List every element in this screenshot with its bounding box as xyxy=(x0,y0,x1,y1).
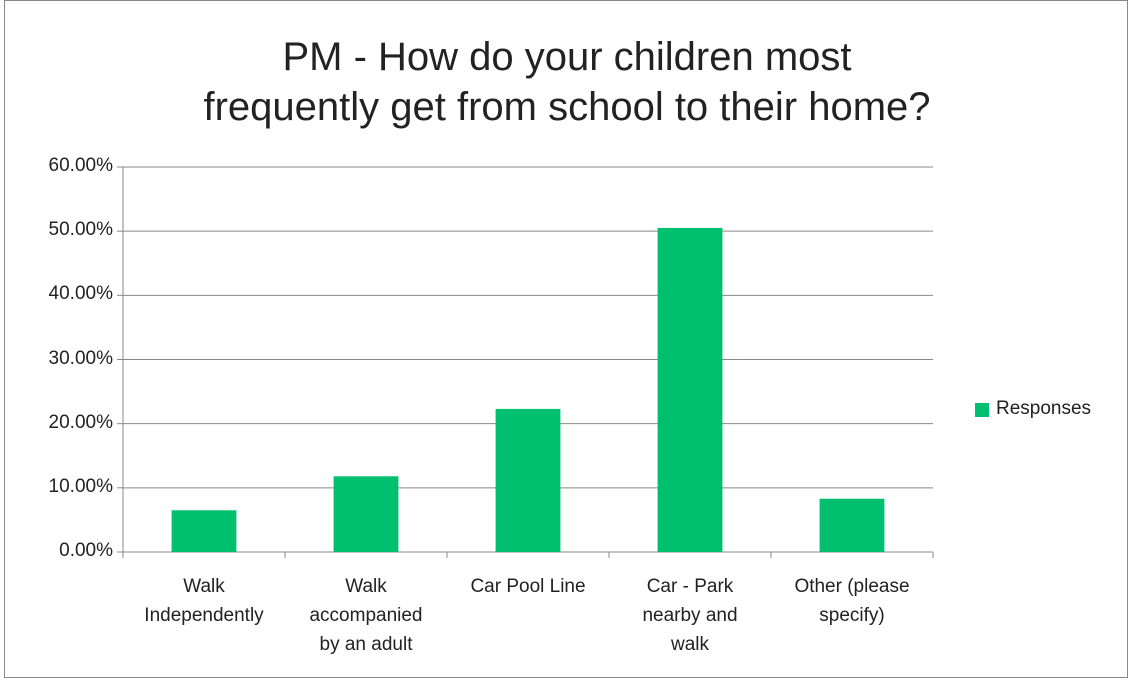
y-tick-label: 60.00% xyxy=(48,155,113,176)
chart-title: PM - How do your children most frequentl… xyxy=(203,35,931,129)
y-tick-label: 0.00% xyxy=(59,540,113,561)
bar xyxy=(657,227,723,553)
x-tick-label: Walk accompanied by an adult xyxy=(309,576,423,655)
legend-swatch xyxy=(975,403,989,417)
y-tick-label: 50.00% xyxy=(48,219,113,241)
x-tick-label: Walk Independently xyxy=(144,576,264,626)
bar xyxy=(819,498,885,552)
x-tick-label: Other (please specify) xyxy=(794,576,910,626)
bar xyxy=(171,510,237,552)
y-tick-label: 20.00% xyxy=(48,411,113,433)
legend-label: Responses xyxy=(996,398,1092,419)
x-tick-label: Car Pool Line xyxy=(470,576,586,597)
chart-frame xyxy=(4,0,1128,678)
x-tick-label: Car - Park nearby and walk xyxy=(642,576,738,655)
y-tick-label: 10.00% xyxy=(48,475,113,497)
bar xyxy=(333,476,399,552)
bar xyxy=(495,408,561,552)
y-tick-label: 40.00% xyxy=(48,283,113,305)
y-tick-label: 30.00% xyxy=(48,347,113,369)
